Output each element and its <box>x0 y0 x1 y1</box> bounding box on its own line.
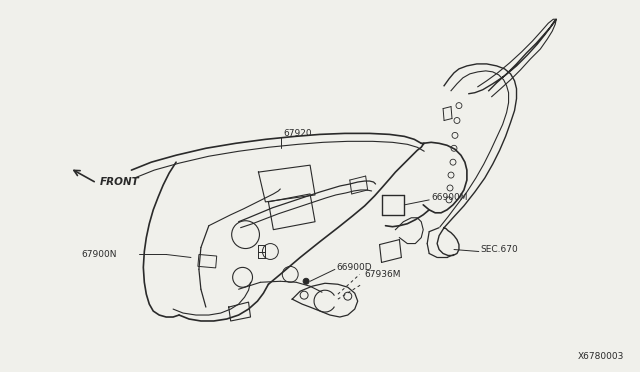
Circle shape <box>303 278 309 284</box>
Text: SEC.670: SEC.670 <box>481 245 518 254</box>
Text: 66900M: 66900M <box>431 193 468 202</box>
Text: X6780003: X6780003 <box>578 352 625 361</box>
Text: 67920: 67920 <box>284 129 312 138</box>
Text: FRONT: FRONT <box>100 177 140 187</box>
Text: 66900D: 66900D <box>337 263 372 272</box>
Bar <box>198 254 217 268</box>
Text: 67936M: 67936M <box>365 270 401 279</box>
Text: 67900N: 67900N <box>82 250 117 259</box>
